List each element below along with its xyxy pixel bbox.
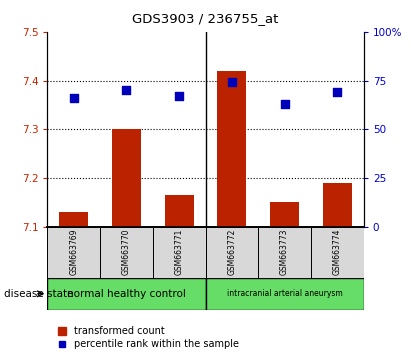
Bar: [270, 202, 299, 227]
Bar: [59, 212, 88, 227]
Bar: [311, 227, 364, 278]
Bar: [153, 227, 206, 278]
Text: GDS3903 / 236755_at: GDS3903 / 236755_at: [132, 12, 279, 25]
Point: [281, 101, 288, 107]
Point: [123, 87, 130, 93]
Text: GSM663771: GSM663771: [175, 229, 184, 275]
Bar: [206, 278, 364, 310]
Text: disease state: disease state: [4, 289, 74, 299]
Point: [229, 80, 235, 85]
Legend: transformed count, percentile rank within the sample: transformed count, percentile rank withi…: [58, 326, 239, 349]
Text: GSM663770: GSM663770: [122, 229, 131, 275]
Bar: [47, 278, 206, 310]
Point: [70, 95, 77, 101]
Bar: [217, 71, 246, 227]
Bar: [112, 129, 141, 227]
Bar: [165, 195, 194, 227]
Bar: [100, 227, 153, 278]
Point: [334, 90, 341, 95]
Text: intracranial arterial aneurysm: intracranial arterial aneurysm: [227, 289, 342, 298]
Bar: [206, 227, 258, 278]
Point: [176, 93, 182, 99]
Bar: [47, 227, 100, 278]
Text: GSM663773: GSM663773: [280, 229, 289, 275]
Text: normal healthy control: normal healthy control: [67, 289, 186, 299]
Bar: [323, 183, 352, 227]
Text: GSM663774: GSM663774: [333, 229, 342, 275]
Text: GSM663769: GSM663769: [69, 229, 78, 275]
Text: GSM663772: GSM663772: [227, 229, 236, 275]
Bar: [258, 227, 311, 278]
